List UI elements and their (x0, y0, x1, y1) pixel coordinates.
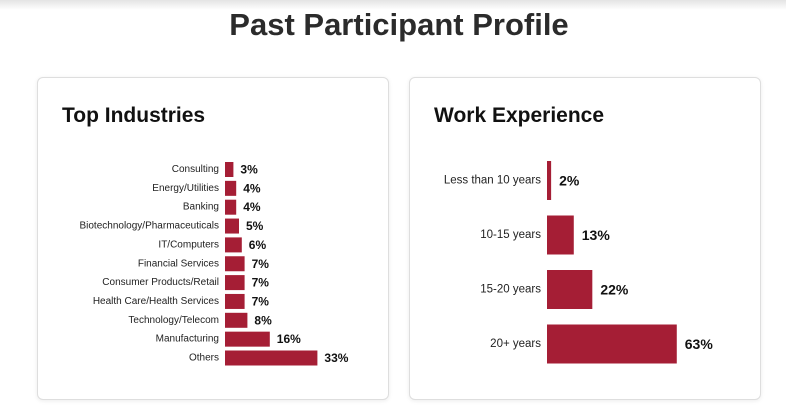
bar (547, 161, 552, 200)
bar (547, 215, 574, 255)
experience-bar-chart: Less than 10 years 2% 10-15 years 13% 15-20 … (444, 161, 714, 364)
bar (225, 237, 242, 253)
category-label: Financial Services (138, 258, 219, 269)
bar (225, 275, 245, 291)
value-label: 6% (249, 238, 267, 252)
category-label: Consumer Products/Retail (102, 277, 219, 288)
value-label: 22% (600, 282, 629, 298)
category-label: IT/Computers (158, 239, 219, 250)
value-label: 7% (252, 294, 270, 308)
bar (225, 218, 239, 234)
category-label: 10-15 years (480, 229, 541, 241)
category-label: Consulting (172, 164, 219, 175)
value-label: 7% (252, 257, 270, 271)
bar (225, 256, 245, 272)
value-label: 7% (252, 276, 270, 290)
bar (225, 293, 245, 309)
bar (225, 199, 237, 215)
bar (225, 350, 318, 366)
industries-title: Top Industries (62, 104, 206, 127)
category-label: Health Care/Health Services (93, 296, 219, 307)
category-label: Less than 10 years (444, 175, 541, 187)
top-shadow (0, 0, 786, 10)
value-label: 33% (324, 351, 348, 365)
value-label: 5% (246, 219, 264, 233)
bar (547, 270, 593, 309)
value-label: 8% (254, 313, 272, 327)
bar (547, 324, 677, 364)
value-label: 16% (277, 332, 301, 346)
value-label: 2% (559, 173, 580, 189)
category-label: 15-20 years (480, 284, 541, 296)
value-label: 4% (243, 181, 261, 195)
category-label: Technology/Telecom (128, 315, 219, 326)
value-label: 4% (243, 200, 261, 214)
industries-bar-chart: Consulting 3% Energy/Utilities 4% Banking 4% B… (79, 162, 349, 366)
category-label: Energy/Utilities (152, 183, 219, 194)
category-label: Manufacturing (156, 334, 219, 345)
experience-card: Work Experience Less than 10 years 2% 10-1… (409, 77, 761, 400)
bar (225, 331, 270, 347)
value-label: 63% (685, 336, 714, 352)
category-label: Banking (183, 202, 219, 213)
page-title: Past Participant Profile (229, 7, 569, 42)
bar (225, 312, 248, 328)
category-label: Others (189, 353, 219, 364)
industries-card: Top Industries Consulting 3% Energy/Utilit… (37, 77, 389, 400)
value-label: 3% (240, 163, 258, 177)
category-label: Biotechnology/Pharmaceuticals (79, 221, 219, 232)
experience-title: Work Experience (434, 104, 605, 127)
value-label: 13% (582, 227, 611, 243)
bar (225, 162, 234, 177)
category-label: 20+ years (490, 338, 541, 350)
bar (225, 180, 237, 196)
